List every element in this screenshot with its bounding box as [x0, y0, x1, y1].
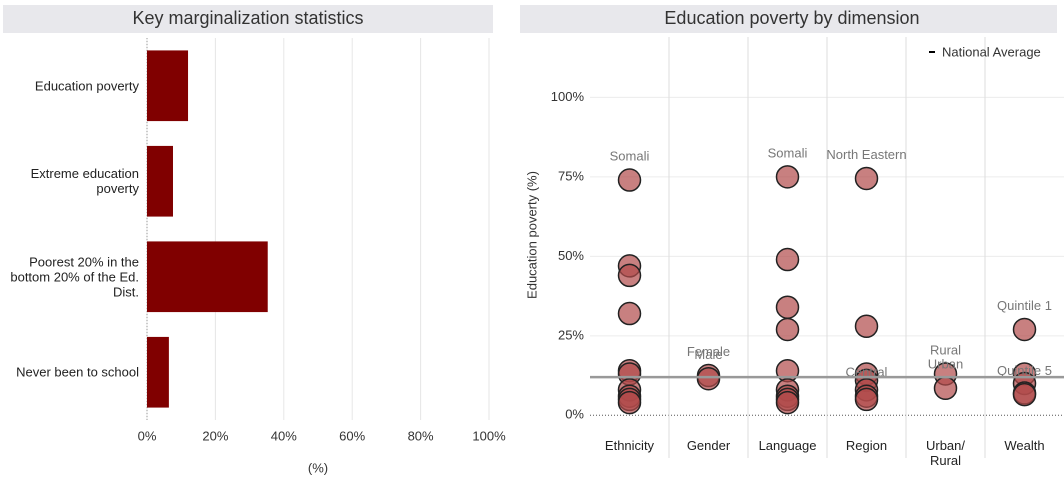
point [696, 366, 721, 391]
point [775, 165, 800, 189]
point-label: Somali [768, 145, 808, 160]
bar [147, 50, 189, 122]
y-tick-label: Poorest 20% in the bottom 20% of the Ed.… [10, 254, 139, 300]
bar [147, 336, 169, 408]
x-tick-label: 20% [202, 428, 228, 443]
point-label: North Eastern [826, 147, 906, 162]
point-label: Urban [928, 357, 963, 372]
y-axis-label: Education poverty (%) [524, 171, 539, 299]
bar [147, 241, 268, 313]
point-label: Female [687, 344, 730, 359]
point [775, 317, 800, 342]
point-label: Quintile 1 [997, 298, 1052, 313]
y-tick-label: Never been to school [16, 364, 139, 380]
chart-title: Education poverty by dimension [664, 8, 919, 28]
point [1012, 317, 1037, 342]
title-bar [3, 5, 493, 33]
legend-label: National Average [942, 44, 1041, 59]
point [854, 387, 879, 412]
x-axis-label: (%) [308, 460, 328, 475]
x-tick-label: Region [845, 438, 888, 453]
y-tick-label: 0% [565, 407, 584, 422]
x-tick-label: 100% [472, 428, 506, 443]
x-tick-label: 40% [271, 428, 297, 443]
point-label: Male [694, 347, 722, 362]
y-tick-label: 100% [551, 89, 585, 104]
y-tick-label: 25% [558, 327, 584, 342]
point [617, 390, 642, 415]
point [775, 390, 800, 415]
x-tick-label: Wealth [1004, 438, 1045, 453]
x-tick-label: Language [758, 438, 817, 453]
y-tick-label: 75% [558, 168, 584, 183]
point-label: Somali [610, 148, 650, 163]
point [933, 376, 958, 401]
point [617, 301, 642, 326]
point-label: Quintile 5 [997, 363, 1052, 378]
x-tick-label: 60% [339, 428, 365, 443]
point [617, 168, 642, 192]
x-tick-label: Ethnicity [604, 438, 655, 453]
point [854, 314, 879, 339]
x-tick-label: Gender [686, 438, 731, 453]
x-tick-label: 0% [138, 428, 157, 443]
x-tick-label: 80% [408, 428, 434, 443]
point-label: Rural [930, 342, 961, 357]
point [775, 295, 800, 319]
x-tick-label: Urban/ Rural [925, 438, 966, 468]
point [1012, 382, 1037, 407]
y-tick-label: 50% [558, 248, 584, 263]
y-tick-label: Education poverty [34, 78, 139, 94]
bar [147, 145, 173, 217]
point [775, 247, 800, 272]
y-tick-label: Extreme education poverty [30, 166, 139, 197]
point [854, 166, 879, 191]
title-bar [520, 5, 1057, 33]
point [617, 263, 642, 288]
chart-title: Key marginalization statistics [132, 8, 363, 28]
